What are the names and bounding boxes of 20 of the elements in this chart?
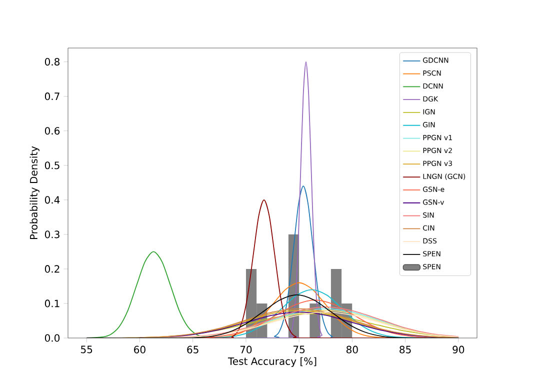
y-tick-label: 0.0 <box>44 334 60 342</box>
y-tick-label: 0.6 <box>44 127 60 135</box>
y-tick-label: 0.2 <box>44 265 60 273</box>
x-tick-label: 70 <box>240 346 252 354</box>
y-tick-label: 0.4 <box>44 196 60 204</box>
y-axis-title: Probability Density <box>30 146 40 240</box>
line-series <box>246 308 406 329</box>
y-tick-label: 0.1 <box>44 300 60 308</box>
x-axis-title: Test Accuracy [%] <box>228 357 316 367</box>
x-tick-label: 90 <box>452 346 464 354</box>
y-tick-label: 0.8 <box>44 58 60 66</box>
y-tick-label: 0.3 <box>44 230 60 238</box>
x-tick-label: 65 <box>187 346 198 354</box>
x-tick-label: 55 <box>81 346 92 354</box>
y-tick-label: 0.5 <box>44 162 60 170</box>
x-tick-label: 80 <box>346 346 358 354</box>
x-tick-label: 85 <box>400 346 411 354</box>
y-tick-label: 0.7 <box>44 92 60 100</box>
x-tick-label: 75 <box>294 346 305 354</box>
x-tick-label: 60 <box>134 346 146 354</box>
